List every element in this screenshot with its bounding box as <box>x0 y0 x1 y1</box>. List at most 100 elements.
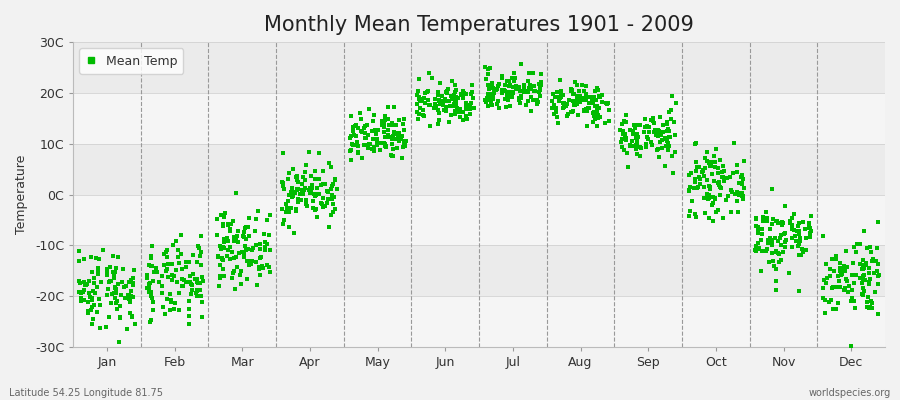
Point <box>345 141 359 148</box>
Point <box>619 119 634 126</box>
Point <box>623 142 637 149</box>
Point <box>450 94 464 101</box>
Point <box>248 228 263 234</box>
Point <box>549 109 563 116</box>
Point <box>214 256 229 262</box>
Point <box>311 176 326 182</box>
Point <box>785 235 799 242</box>
Point <box>320 195 335 202</box>
Point <box>411 116 426 122</box>
Point <box>431 89 446 96</box>
Point <box>642 124 656 130</box>
Point <box>227 268 241 274</box>
Point <box>299 197 313 203</box>
Point <box>717 168 732 174</box>
Point <box>533 87 547 93</box>
Point <box>79 280 94 287</box>
Point <box>769 248 783 255</box>
Point <box>126 280 140 286</box>
Text: Latitude 54.25 Longitude 81.75: Latitude 54.25 Longitude 81.75 <box>9 388 163 398</box>
Point <box>491 98 505 104</box>
Point <box>481 91 495 98</box>
Point <box>646 120 661 126</box>
Point <box>420 88 435 94</box>
Point <box>85 307 99 313</box>
Point <box>447 82 462 88</box>
Point <box>618 132 633 138</box>
Point <box>283 224 297 231</box>
Point <box>561 113 575 119</box>
Point <box>857 264 871 271</box>
Point <box>175 276 189 282</box>
Point <box>166 242 180 249</box>
Point <box>86 297 100 303</box>
Point <box>664 92 679 99</box>
Bar <box>73 144 885 194</box>
Point <box>662 127 677 134</box>
Point <box>837 287 851 294</box>
Point <box>286 192 301 199</box>
Point <box>108 285 122 292</box>
Point <box>299 162 313 168</box>
Text: worldspecies.org: worldspecies.org <box>809 388 891 398</box>
Point <box>387 130 401 137</box>
Point <box>643 129 657 135</box>
Point <box>553 76 567 83</box>
Point <box>716 178 731 184</box>
Point <box>490 86 504 92</box>
Point <box>226 270 240 276</box>
Point <box>144 254 158 261</box>
Point <box>791 223 806 230</box>
Point <box>379 143 393 150</box>
Point <box>778 244 792 250</box>
Point <box>116 283 130 290</box>
Point <box>517 85 531 91</box>
Point <box>316 181 330 187</box>
Point <box>103 278 117 284</box>
Point <box>362 106 376 113</box>
Point <box>595 92 609 98</box>
Point <box>168 237 183 244</box>
Point <box>126 275 140 282</box>
Point <box>834 266 849 272</box>
Point <box>320 188 335 195</box>
Point <box>453 114 467 120</box>
Point <box>410 88 425 94</box>
Point <box>661 118 675 125</box>
Point <box>570 82 584 88</box>
Point <box>775 219 789 225</box>
Point <box>389 136 403 142</box>
Point <box>353 110 367 116</box>
Point <box>770 218 784 224</box>
Point <box>450 104 464 111</box>
Point <box>652 154 666 160</box>
Point <box>861 294 876 300</box>
Point <box>577 88 591 94</box>
Point <box>231 250 246 256</box>
Point <box>574 95 589 101</box>
Point <box>360 145 374 152</box>
Point <box>698 165 713 171</box>
Point <box>570 101 584 107</box>
Point <box>240 246 255 253</box>
Point <box>530 98 544 105</box>
Point <box>655 129 670 136</box>
Point <box>417 113 431 119</box>
Point <box>825 256 840 262</box>
Point <box>371 127 385 133</box>
Point <box>228 255 242 261</box>
Point <box>788 238 803 244</box>
Point <box>93 302 107 308</box>
Point <box>712 179 726 185</box>
Point <box>282 192 296 199</box>
Point <box>351 150 365 156</box>
Point <box>438 96 453 102</box>
Point <box>389 130 403 136</box>
Point <box>438 104 453 110</box>
Point <box>158 251 172 258</box>
Point <box>259 262 274 268</box>
Point <box>182 321 196 327</box>
Point <box>589 96 603 103</box>
Point <box>194 232 208 239</box>
Point <box>73 280 87 286</box>
